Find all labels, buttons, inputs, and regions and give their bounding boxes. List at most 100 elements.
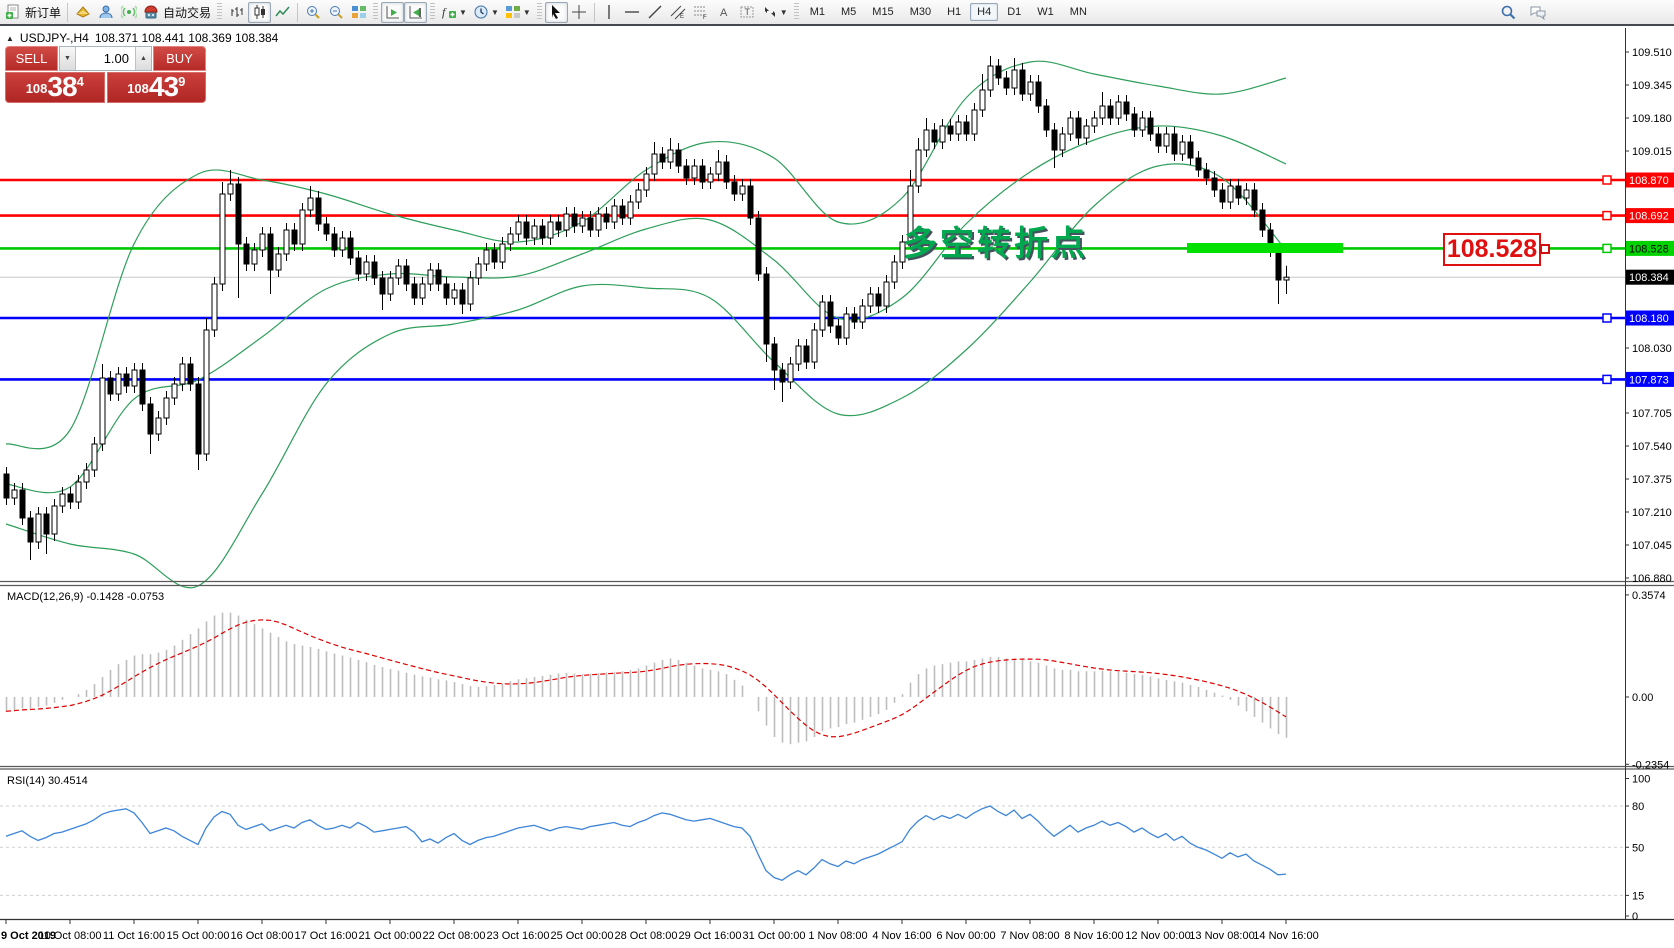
candlestick-chart-button[interactable] <box>248 1 272 23</box>
separator <box>297 2 299 22</box>
trendline-tool-button[interactable] <box>644 2 667 23</box>
svg-text:-0.2354: -0.2354 <box>1632 759 1669 771</box>
toolbar-drag-handle[interactable] <box>793 3 799 21</box>
volume-down-button[interactable]: ▼ <box>60 47 76 70</box>
toolbar-drag-handle[interactable] <box>217 3 223 21</box>
svg-text:107.540: 107.540 <box>1632 441 1672 453</box>
chat-icon[interactable] <box>1530 4 1546 20</box>
crosshair-tool-button[interactable] <box>568 2 591 23</box>
svg-text:12 Nov 00:00: 12 Nov 00:00 <box>1125 930 1190 942</box>
separator <box>593 2 595 22</box>
timeframe-M15[interactable]: M15 <box>872 6 894 18</box>
horizontal-line-tool-button[interactable] <box>621 2 644 23</box>
arrows-tool-button[interactable]: ▼ <box>759 2 791 23</box>
svg-text:109.345: 109.345 <box>1632 80 1672 92</box>
buy-price-display[interactable]: 108 43 9 <box>106 72 206 103</box>
buy-button[interactable]: BUY <box>153 46 206 71</box>
toolbar-drag-handle[interactable] <box>430 3 436 21</box>
vertical-line-tool-button[interactable] <box>598 2 621 23</box>
timeframe-M5[interactable]: M5 <box>841 6 857 18</box>
highlight-bar-object[interactable] <box>1187 243 1343 253</box>
zoom-in-button[interactable] <box>301 2 324 23</box>
dropdown-caret: ▼ <box>779 7 788 17</box>
candles <box>3 56 1290 560</box>
svg-text:80: 80 <box>1632 801 1644 813</box>
toolbar: 新订单 <box>0 0 1674 26</box>
line-chart-button[interactable] <box>271 2 294 23</box>
indicators-button[interactable]: f ▼ <box>438 2 470 23</box>
annotation-text-object[interactable]: 多空转折点 <box>903 225 1088 263</box>
timeframe-M1[interactable]: M1 <box>809 6 825 18</box>
svg-text:0.00: 0.00 <box>1632 692 1653 704</box>
toolbar-drag-handle[interactable] <box>373 3 379 21</box>
periods-button[interactable]: ▼ <box>470 2 502 23</box>
svg-text:25 Oct 00:00: 25 Oct 00:00 <box>551 930 614 942</box>
svg-text:23 Oct 16:00: 23 Oct 16:00 <box>487 930 550 942</box>
svg-text:21 Oct 00:00: 21 Oct 00:00 <box>359 930 422 942</box>
bollinger-bands <box>5 60 1287 589</box>
auto-scroll-button[interactable] <box>381 1 405 23</box>
cursor-icon <box>552 5 561 19</box>
price-axis: 109.510 109.345 109.180 109.015 108.030 107.7… <box>1625 47 1674 585</box>
text-tool-button[interactable]: A <box>713 2 736 23</box>
text-label-tool-button[interactable]: T <box>736 2 759 23</box>
svg-text:T: T <box>745 7 751 17</box>
horizontal-line-icon <box>625 11 640 13</box>
community-person-icon <box>99 5 113 19</box>
panel-frames <box>0 28 1674 921</box>
fibonacci-tool-button[interactable]: F <box>690 2 713 23</box>
object-anchor-marker[interactable] <box>1540 244 1550 254</box>
sell-price-display[interactable]: 108 38 4 <box>5 72 105 103</box>
volume-input[interactable]: 1.00 <box>76 47 135 70</box>
ohlc-values: 108.371 108.441 108.369 108.384 <box>94 31 279 45</box>
svg-text:109.180: 109.180 <box>1632 113 1672 125</box>
timeframe-D1[interactable]: D1 <box>1007 6 1022 18</box>
price-callout-box[interactable]: 108.528 <box>1443 233 1541 266</box>
text-icon: A <box>720 7 728 19</box>
svg-text:0: 0 <box>1632 911 1638 923</box>
community-button[interactable] <box>94 2 117 23</box>
svg-text:31 Oct 00:00: 31 Oct 00:00 <box>743 930 806 942</box>
buy-price-whole: 108 <box>127 81 149 96</box>
chart-profile-button[interactable] <box>71 2 94 23</box>
bar-chart-button[interactable] <box>225 2 248 23</box>
one-click-trading-panel: SELL ▼ 1.00 ▲ BUY 108 38 4 108 43 9 <box>5 46 206 103</box>
timeframe-H1[interactable]: H1 <box>947 6 962 18</box>
svg-text:13 Nov 08:00: 13 Nov 08:00 <box>1189 930 1254 942</box>
templates-button[interactable]: ▼ <box>502 2 534 23</box>
toolbar-drag-handle[interactable] <box>536 3 542 21</box>
buy-price-point: 9 <box>178 74 186 89</box>
signals-button[interactable] <box>117 2 140 23</box>
svg-text:28 Oct 08:00: 28 Oct 08:00 <box>615 930 678 942</box>
channel-tool-button[interactable]: E <box>667 2 690 23</box>
svg-text:108.870: 108.870 <box>1629 175 1669 187</box>
symbol-period-label: USDJPY-,H4 <box>19 31 89 45</box>
templates-icon <box>505 6 520 18</box>
chart-canvas[interactable]: 109.510 109.345 109.180 109.015 108.030 107.7… <box>0 28 1674 948</box>
svg-text:108.030: 108.030 <box>1632 343 1672 355</box>
bar-chart-icon <box>231 7 243 17</box>
tile-windows-icon <box>351 6 366 18</box>
svg-text:107.045: 107.045 <box>1632 540 1672 552</box>
text-label-icon: T <box>740 6 754 18</box>
autotrading-button[interactable]: 自动交易 <box>140 2 214 23</box>
svg-text:50: 50 <box>1632 842 1644 854</box>
sell-button[interactable]: SELL <box>5 46 58 71</box>
tile-windows-button[interactable] <box>347 2 370 23</box>
timeframe-M30[interactable]: M30 <box>909 6 932 18</box>
vertical-line-icon <box>608 5 610 19</box>
chart-shift-button[interactable] <box>404 1 428 23</box>
svg-text:17 Oct 16:00: 17 Oct 16:00 <box>295 930 358 942</box>
chart-area[interactable]: 109.510 109.345 109.180 109.015 108.030 107.7… <box>0 28 1674 948</box>
indicators-icon: f <box>442 5 457 19</box>
new-order-button[interactable]: 新订单 <box>2 2 64 23</box>
timeframe-H4[interactable]: H4 <box>970 3 999 21</box>
search-icon[interactable] <box>1500 4 1516 20</box>
volume-up-button[interactable]: ▲ <box>135 47 151 70</box>
zoom-out-button[interactable] <box>324 2 347 23</box>
timeframe-MN[interactable]: MN <box>1069 6 1087 18</box>
collapse-icon[interactable]: ▲ <box>6 33 14 43</box>
cursor-tool-button[interactable] <box>544 1 568 23</box>
svg-text:107.873: 107.873 <box>1629 374 1669 386</box>
timeframe-W1[interactable]: W1 <box>1037 6 1054 18</box>
